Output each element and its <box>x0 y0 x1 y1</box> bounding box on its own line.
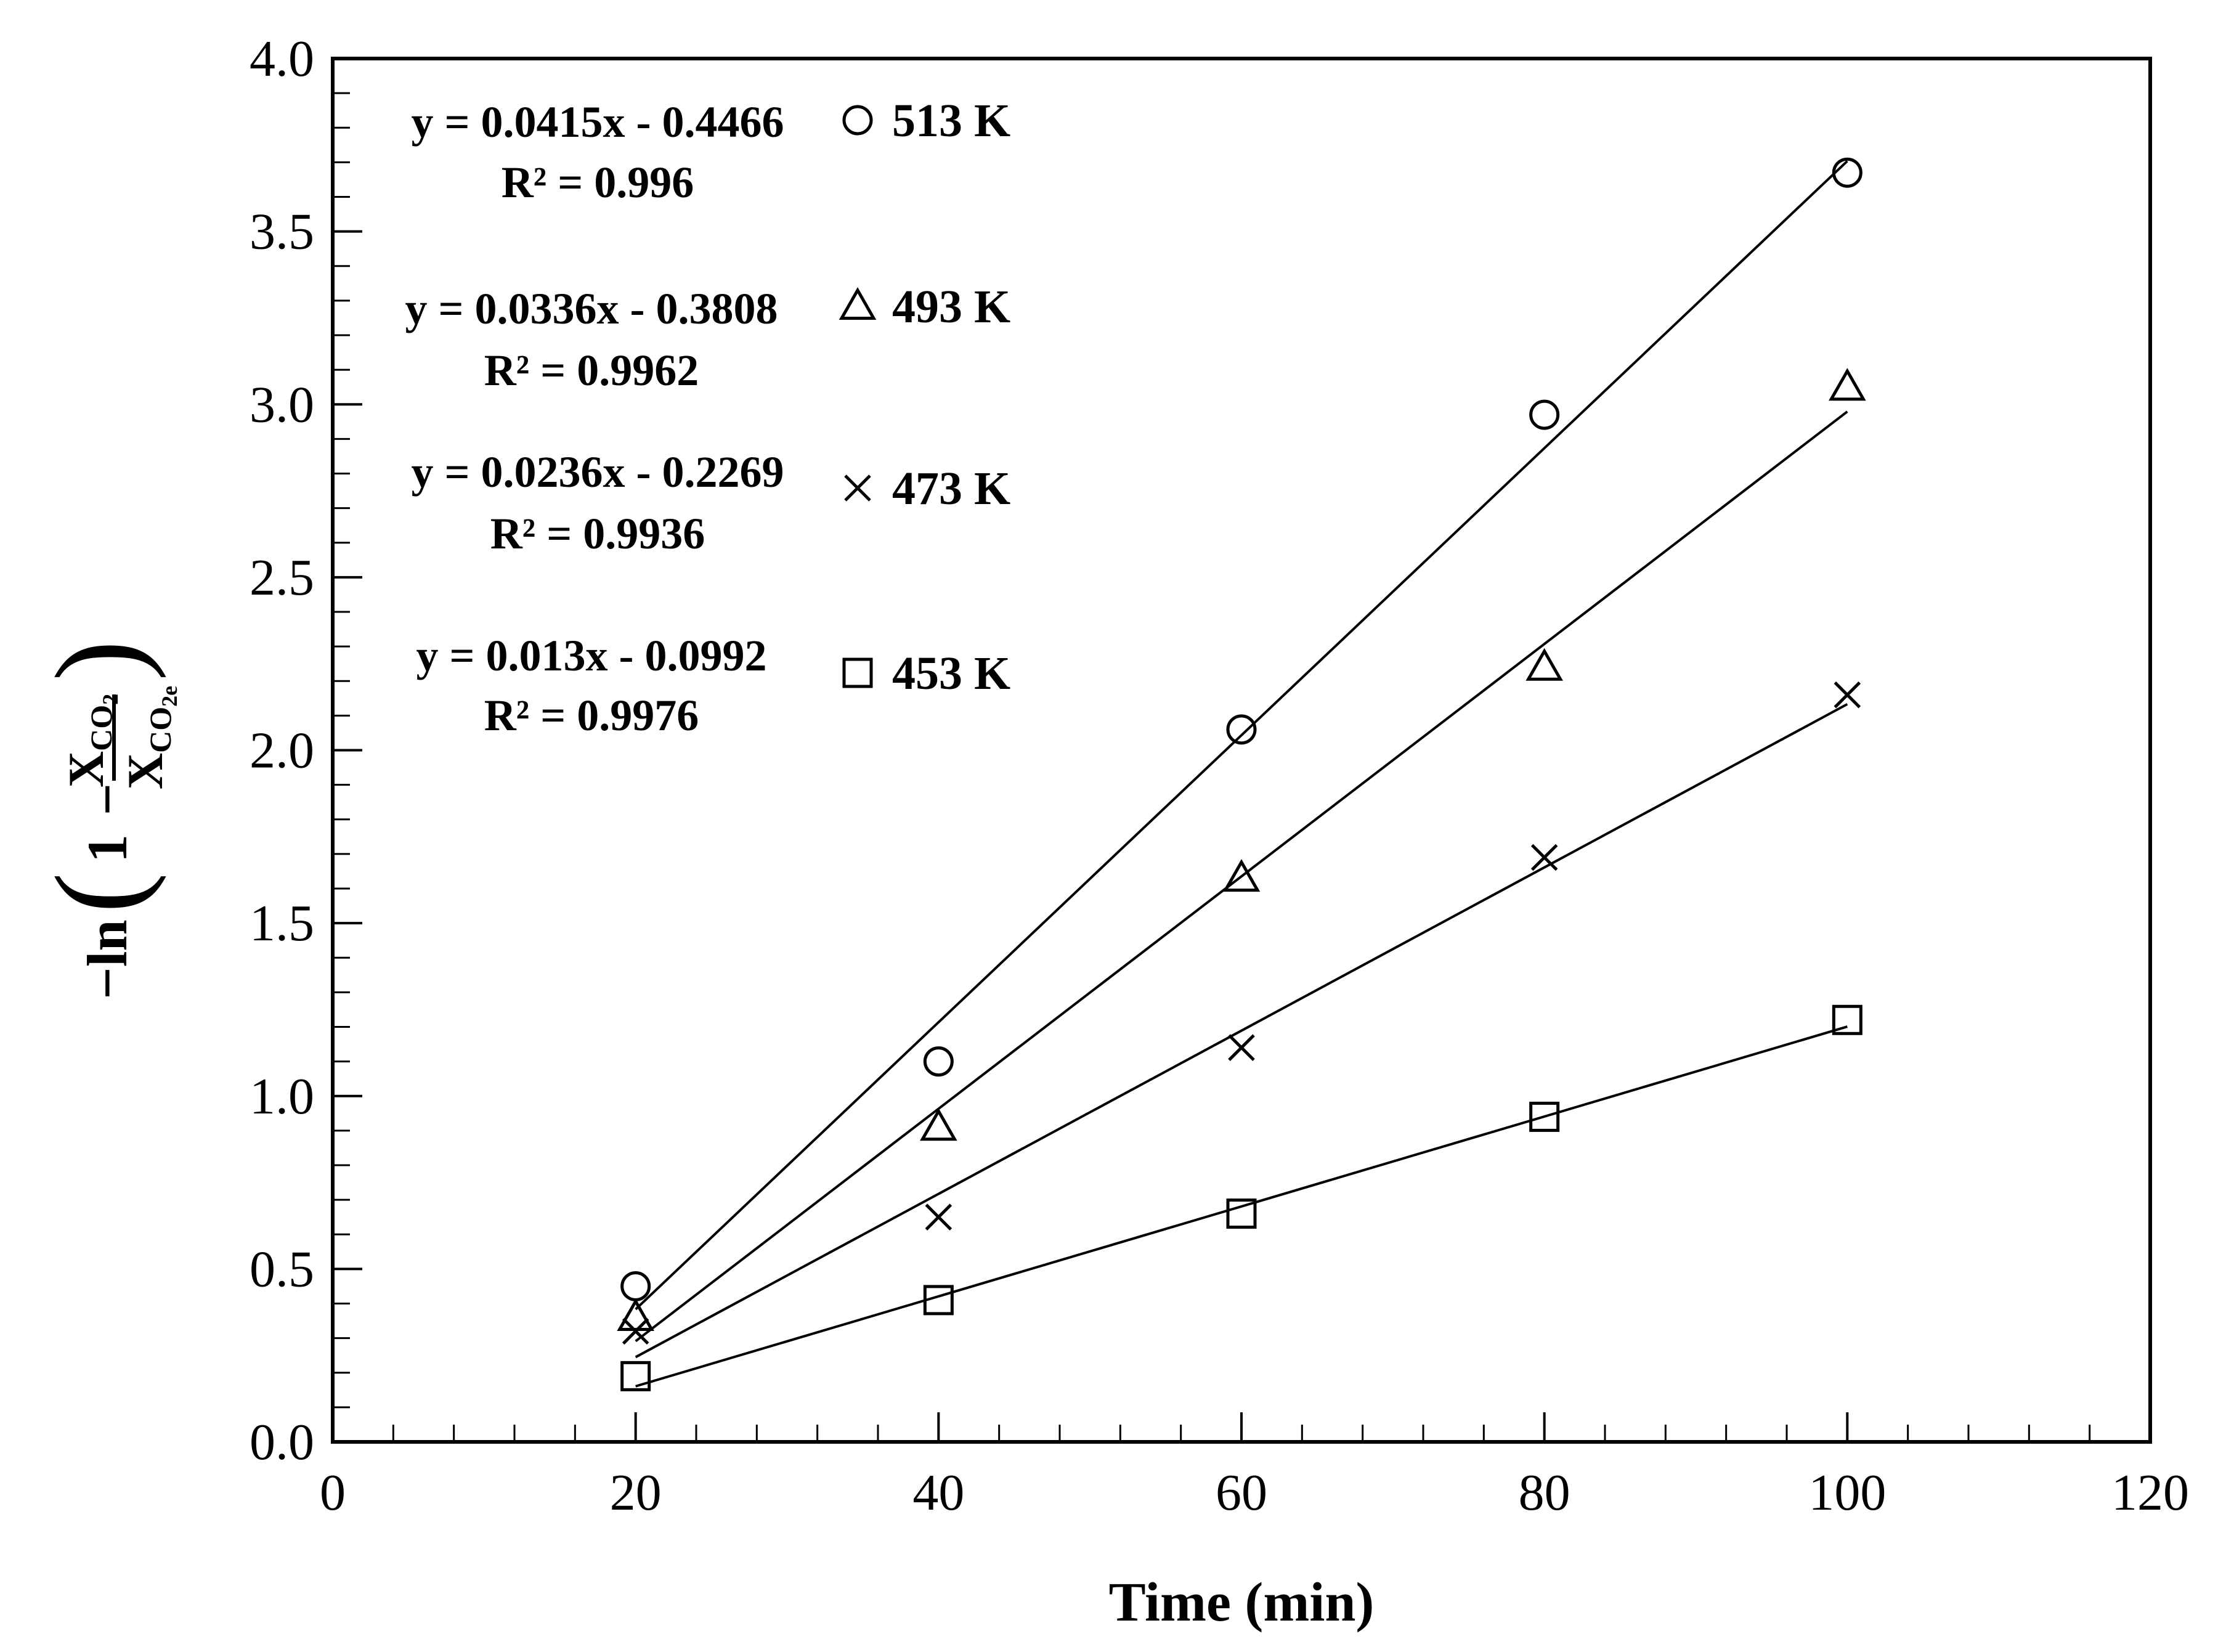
data-point-473-K <box>1530 844 1558 871</box>
data-point-493-K <box>1525 648 1563 681</box>
data-point-453-K <box>1226 1198 1257 1229</box>
data-point-473-K <box>622 1317 649 1345</box>
data-point-513-K <box>1226 714 1257 745</box>
x-tick-label: 20 <box>610 1464 662 1521</box>
data-point-493-K <box>617 1298 654 1331</box>
x-tick-label: 100 <box>1808 1464 1886 1521</box>
fit-equation: y = 0.0336x - 0.3808 <box>405 284 778 333</box>
legend: 513 K 493 K 473 K 453 K <box>839 95 1010 699</box>
x-tick-label: 120 <box>2111 1464 2189 1521</box>
y-tick-label: 3.0 <box>250 376 314 433</box>
fit-lines <box>635 160 1848 1388</box>
data-point-453-K <box>1832 1004 1862 1035</box>
fit-r-squared: R² = 0.9936 <box>490 509 705 558</box>
data-point-493-K <box>920 1108 957 1141</box>
data-point-453-K <box>1529 1101 1560 1132</box>
y-axis-open-paren: ( <box>31 873 167 914</box>
data-point-453-K <box>923 1285 954 1316</box>
data-point-473-K <box>1834 681 1861 709</box>
legend-marker-473-K <box>844 474 871 502</box>
x-tick-label: 0 <box>320 1464 346 1521</box>
equation-annotations: y = 0.0415x - 0.4466 R² = 0.996 y = 0.0336… <box>405 97 784 740</box>
y-axis-title-minus: − <box>76 783 139 815</box>
fit-r-squared: R² = 0.9962 <box>484 346 699 395</box>
legend-marker-493-K <box>839 287 877 320</box>
x-tick-label: 60 <box>1216 1464 1267 1521</box>
x-tick-label: 80 <box>1519 1464 1570 1521</box>
data-point-473-K <box>925 1203 953 1231</box>
legend-label: 453 K <box>892 648 1010 699</box>
fit-r-squared: R² = 0.9976 <box>484 691 699 740</box>
data-point-513-K <box>620 1271 651 1301</box>
axis-ticks <box>331 57 2151 1443</box>
tick-labels: 0 20 40 60 80 100 120 0.0 0.5 1.0 1.5 2.0 2.5 3.0 3.5 4… <box>250 30 2189 1521</box>
legend-label: 473 K <box>892 463 1010 515</box>
legend-label: 493 K <box>892 281 1010 333</box>
data-point-513-K <box>923 1046 954 1077</box>
fit-r-squared: R² = 0.996 <box>502 158 694 207</box>
legend-marker-513-K <box>842 105 873 136</box>
y-axis-title: −ln ( 1 − XCO2 XCO2e ) <box>31 640 182 999</box>
data-point-493-K <box>1829 368 1866 401</box>
data-point-493-K <box>1222 859 1261 892</box>
legend-label: 513 K <box>892 95 1010 147</box>
y-tick-label: 1.5 <box>250 895 314 952</box>
fit-line-453-K <box>635 1025 1848 1388</box>
fit-line-513-K <box>635 160 1848 1311</box>
data-point-473-K <box>1228 1034 1255 1061</box>
y-tick-label: 3.5 <box>250 203 314 261</box>
fit-line-493-K <box>635 410 1848 1343</box>
y-tick-label: 1.0 <box>250 1068 314 1125</box>
plot-frame <box>331 57 2152 1444</box>
y-tick-label: 2.5 <box>250 549 314 606</box>
legend-marker-453-K <box>842 657 873 688</box>
y-tick-label: 4.0 <box>250 30 314 87</box>
y-tick-label: 0.0 <box>250 1414 314 1471</box>
data-point-513-K <box>1529 399 1560 430</box>
y-axis-close-paren: ) <box>31 640 167 682</box>
y-axis-title-one: 1 <box>76 834 139 863</box>
x-axis-title: Time (min) <box>1109 1572 1375 1633</box>
y-axis-denominator: XCO2e <box>117 686 182 789</box>
fit-equation: y = 0.013x - 0.0992 <box>416 631 766 680</box>
y-axis-title-prefix: −ln <box>76 919 139 999</box>
x-tick-label: 40 <box>912 1464 964 1521</box>
data-markers <box>617 157 1866 1391</box>
fit-equation: y = 0.0415x - 0.4466 <box>411 97 784 147</box>
fit-equation: y = 0.0236x - 0.2269 <box>411 447 784 497</box>
data-point-453-K <box>620 1361 651 1391</box>
y-tick-label: 0.5 <box>250 1240 314 1298</box>
data-point-513-K <box>1832 157 1862 188</box>
fit-line-473-K <box>635 703 1848 1359</box>
y-tick-label: 2.0 <box>250 722 314 779</box>
